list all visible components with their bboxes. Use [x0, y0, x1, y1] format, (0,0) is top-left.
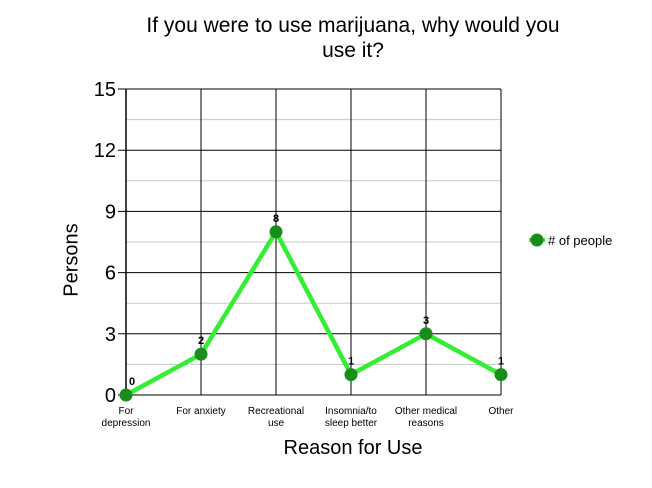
data-label: 8 — [273, 213, 279, 225]
x-axis-title: Reason for Use — [283, 437, 423, 459]
y-tick-label: 0 — [105, 385, 116, 407]
data-label: 2 — [198, 335, 204, 347]
x-tick-label: use — [268, 418, 285, 429]
data-point — [119, 388, 133, 402]
data-label: 3 — [423, 315, 429, 327]
chart-title-line-2: use it? — [322, 39, 384, 62]
y-tick-label: 6 — [105, 263, 116, 285]
y-tick-label: 3 — [105, 324, 116, 346]
data-point — [419, 327, 433, 341]
y-tick-label: 12 — [94, 140, 116, 162]
x-tick-label: Other — [488, 406, 514, 417]
x-tick-label: Other medical — [395, 406, 457, 417]
data-point — [494, 368, 508, 382]
chart-title-line-1: If you were to use marijuana, why would … — [146, 14, 560, 37]
data-point — [344, 368, 358, 382]
x-tick-label: Recreational — [248, 406, 304, 417]
series-line — [124, 227, 503, 397]
y-tick-label: 9 — [105, 201, 116, 223]
data-label: 1 — [498, 356, 504, 368]
x-tick-label: sleep better — [325, 418, 378, 429]
x-tick-label: For — [119, 406, 135, 417]
x-tick-label: depression — [102, 418, 151, 429]
x-tick-label: reasons — [408, 418, 444, 429]
data-label: 0 — [129, 376, 135, 388]
data-point — [194, 347, 208, 361]
data-point — [269, 225, 283, 239]
y-tick-label: 15 — [94, 79, 116, 101]
x-tick-label: For anxiety — [176, 406, 225, 417]
legend-label: # of people — [548, 233, 612, 248]
x-tick-label: Insomnia/to — [325, 406, 377, 417]
data-label: 1 — [348, 356, 354, 368]
y-axis-title: Persons — [60, 223, 83, 297]
legend-marker — [530, 233, 544, 247]
